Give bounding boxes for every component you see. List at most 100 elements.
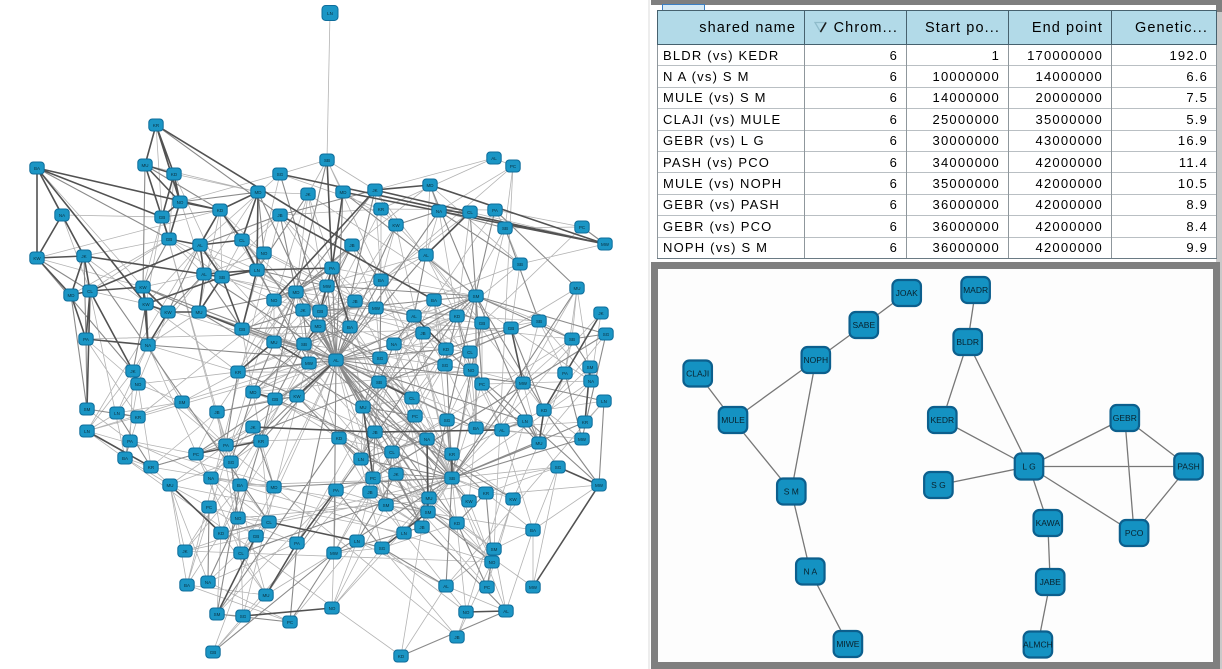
svg-text:KW: KW <box>293 394 301 399</box>
svg-text:MU: MU <box>574 286 581 291</box>
svg-text:AL: AL <box>333 358 339 363</box>
svg-text:PASH: PASH <box>1177 462 1200 472</box>
svg-text:MW: MW <box>595 483 604 488</box>
svg-text:SM: SM <box>473 294 480 299</box>
svg-text:JK: JK <box>393 472 398 477</box>
svg-text:GB: GB <box>317 309 324 314</box>
svg-text:LN: LN <box>254 268 260 273</box>
svg-text:CLAJI: CLAJI <box>686 369 709 379</box>
svg-text:JABE: JABE <box>1040 577 1062 587</box>
svg-text:PC: PC <box>193 452 200 457</box>
svg-text:PA: PA <box>83 337 89 342</box>
svg-text:JB: JB <box>352 299 357 304</box>
svg-text:KR: KR <box>258 439 265 444</box>
svg-text:AL: AL <box>197 243 203 248</box>
svg-text:JB: JB <box>349 243 354 248</box>
svg-text:PA: PA <box>127 439 133 444</box>
svg-text:SB: SB <box>502 226 508 231</box>
svg-text:NA: NA <box>391 342 397 347</box>
svg-text:SG: SG <box>444 418 451 423</box>
svg-text:KD: KD <box>541 408 548 413</box>
svg-text:MU: MU <box>271 340 278 345</box>
svg-text:KR: KR <box>582 420 589 425</box>
svg-text:KD: KD <box>454 521 461 526</box>
svg-text:BA: BA <box>122 456 128 461</box>
svg-text:AL: AL <box>443 584 449 589</box>
svg-text:NO: NO <box>235 516 242 521</box>
svg-text:NO: NO <box>463 610 470 615</box>
svg-text:SG: SG <box>277 172 284 177</box>
svg-text:MD: MD <box>427 183 435 188</box>
svg-text:MW: MW <box>372 306 381 311</box>
svg-text:BA: BA <box>237 483 243 488</box>
svg-text:SG: SG <box>603 332 610 337</box>
svg-text:BA: BA <box>473 426 479 431</box>
svg-text:MW: MW <box>601 242 610 247</box>
svg-text:GEBR: GEBR <box>1113 413 1137 423</box>
svg-text:SB: SB <box>517 262 523 267</box>
svg-text:KR: KR <box>378 207 385 212</box>
svg-text:BA: BA <box>530 528 536 533</box>
svg-text:S M: S M <box>784 487 799 497</box>
svg-text:GB: GB <box>239 327 246 332</box>
svg-text:AL: AL <box>411 314 417 319</box>
svg-text:SG: SG <box>379 546 386 551</box>
svg-text:CL: CL <box>238 551 244 556</box>
svg-text:LN: LN <box>522 419 528 424</box>
svg-text:PC: PC <box>484 585 491 590</box>
svg-text:KR: KR <box>135 415 142 420</box>
svg-text:PC: PC <box>206 505 213 510</box>
svg-text:BA: BA <box>184 583 190 588</box>
svg-text:KR: KR <box>148 465 155 470</box>
svg-text:AL: AL <box>499 428 505 433</box>
svg-text:PA: PA <box>294 541 300 546</box>
svg-text:JB: JB <box>454 635 459 640</box>
svg-text:SG: SG <box>240 614 247 619</box>
svg-text:SG: SG <box>555 465 562 470</box>
svg-text:PC: PC <box>479 382 486 387</box>
svg-text:BA: BA <box>347 325 353 330</box>
svg-text:SG: SG <box>228 460 235 465</box>
svg-text:KW: KW <box>139 285 147 290</box>
svg-text:MU: MU <box>142 163 149 168</box>
svg-text:AL: AL <box>201 272 207 277</box>
svg-text:NA: NA <box>145 343 151 348</box>
svg-text:KAWA: KAWA <box>1036 518 1061 528</box>
svg-text:PA: PA <box>333 488 339 493</box>
svg-text:MU: MU <box>536 441 543 446</box>
svg-text:AL: AL <box>503 609 509 614</box>
svg-text:S G: S G <box>931 480 946 490</box>
svg-text:JB: JB <box>419 525 424 530</box>
svg-text:SM: SM <box>214 612 221 617</box>
svg-text:CL: CL <box>467 350 473 355</box>
svg-text:PA: PA <box>329 266 335 271</box>
svg-text:AL: AL <box>491 156 497 161</box>
svg-text:MD: MD <box>68 293 76 298</box>
svg-text:BA: BA <box>431 298 437 303</box>
svg-text:JOAK: JOAK <box>896 288 919 298</box>
svg-text:KW: KW <box>392 223 400 228</box>
svg-text:NO: NO <box>177 200 184 205</box>
svg-text:ALMCH: ALMCH <box>1023 640 1053 650</box>
svg-text:SM: SM <box>179 400 186 405</box>
svg-text:LN: LN <box>327 11 333 16</box>
svg-text:NOPH: NOPH <box>804 355 829 365</box>
svg-text:SB: SB <box>219 275 225 280</box>
svg-text:LN: LN <box>401 531 407 536</box>
svg-text:KW: KW <box>164 310 172 315</box>
svg-text:JB: JB <box>420 331 425 336</box>
svg-text:PC: PC <box>287 620 294 625</box>
svg-text:CL: CL <box>409 396 415 401</box>
svg-text:MU: MU <box>263 593 270 598</box>
svg-text:NA: NA <box>59 213 65 218</box>
svg-text:KD: KD <box>171 172 178 177</box>
svg-text:SB: SB <box>376 380 382 385</box>
svg-text:KD: KD <box>336 436 343 441</box>
svg-text:CL: CL <box>87 289 93 294</box>
svg-text:JB: JB <box>214 410 219 415</box>
svg-text:GB: GB <box>508 326 515 331</box>
svg-text:MD: MD <box>250 390 258 395</box>
svg-text:NA: NA <box>588 379 594 384</box>
svg-text:JK: JK <box>81 254 86 259</box>
svg-text:MU: MU <box>196 310 203 315</box>
